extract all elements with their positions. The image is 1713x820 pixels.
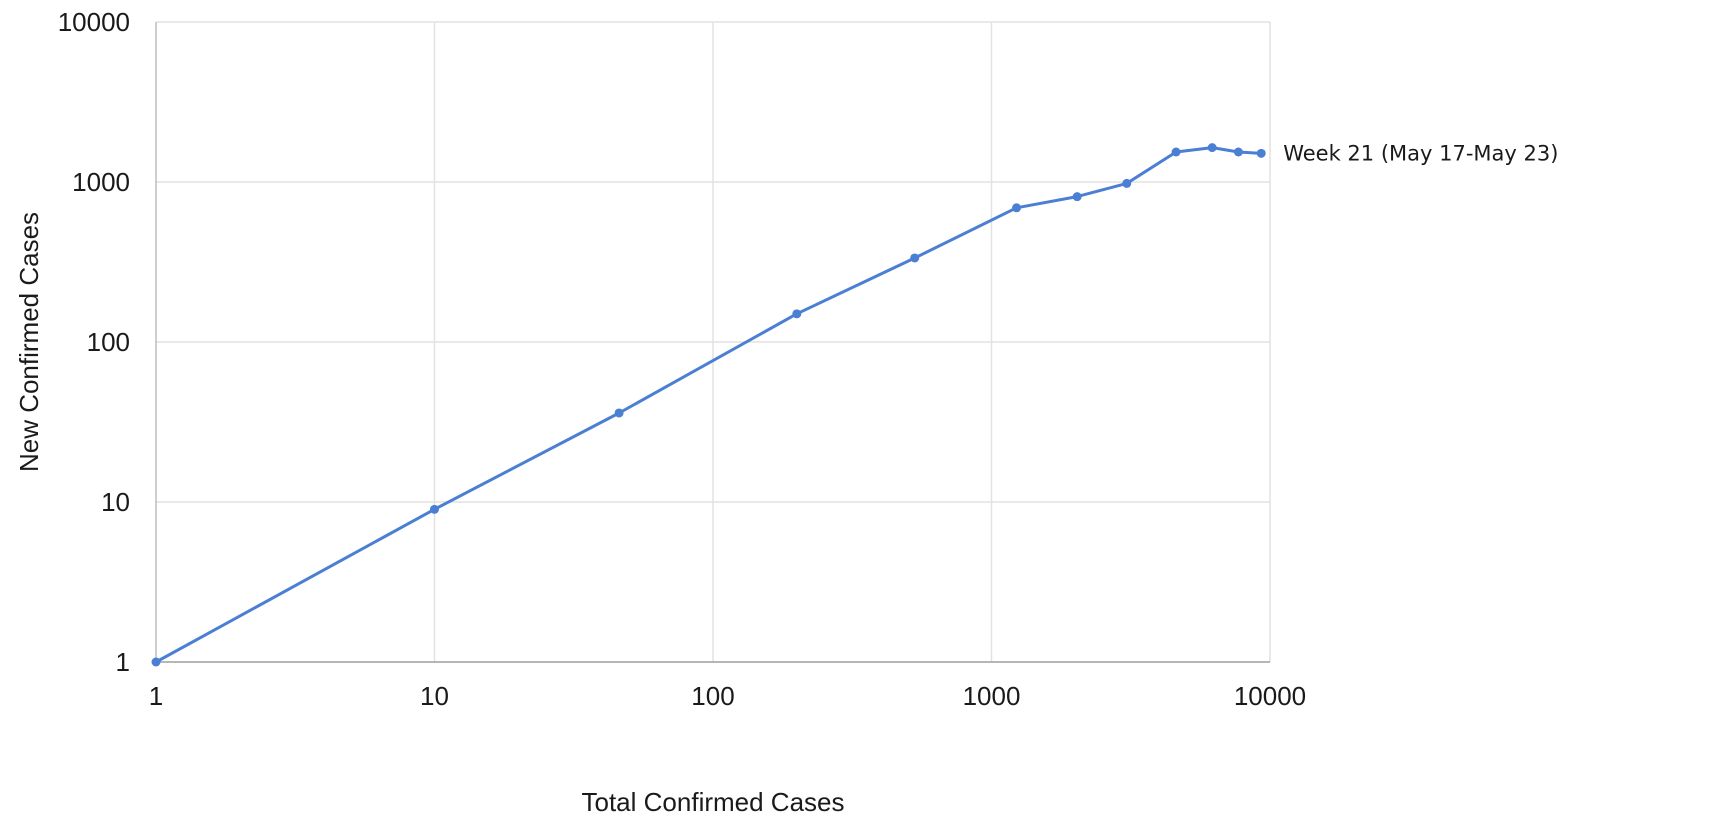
data-point xyxy=(1256,148,1266,158)
y-gridlines xyxy=(156,21,1270,503)
x-tick-label: 100 xyxy=(691,681,734,711)
y-tick-label: 100 xyxy=(87,327,130,357)
data-point xyxy=(792,309,802,319)
x-tick-label: 10000 xyxy=(1234,681,1306,711)
data-point xyxy=(1171,147,1181,157)
x-tick-label: 10 xyxy=(420,681,449,711)
y-tick-label: 10000 xyxy=(58,7,130,37)
annotation-label: Week 21 (May 17-May 23) xyxy=(1283,141,1558,165)
data-point xyxy=(151,657,161,667)
data-point xyxy=(430,504,439,514)
data-point xyxy=(1207,143,1217,153)
data-point xyxy=(1122,178,1132,188)
y-tick-label: 1 xyxy=(116,647,130,677)
data-point xyxy=(614,408,624,418)
data-point xyxy=(1012,203,1022,213)
y-axis-title: New Confirmed Cases xyxy=(14,212,44,472)
y-tick-label: 10 xyxy=(101,487,130,517)
annotations: Week 21 (May 17-May 23) xyxy=(1283,141,1558,165)
y-tick-labels: 1 10 100 1000 10000 xyxy=(58,7,130,677)
y-tick-label: 1000 xyxy=(72,167,130,197)
x-tick-label: 1 xyxy=(149,681,163,711)
x-tick-label: 1000 xyxy=(963,681,1021,711)
series-layer xyxy=(151,143,1266,667)
data-point xyxy=(910,253,920,263)
data-point xyxy=(1072,192,1082,202)
axes xyxy=(155,22,1270,663)
data-point xyxy=(1233,147,1243,157)
x-axis-title: Total Confirmed Cases xyxy=(582,787,845,817)
x-tick-labels: 1 10 100 1000 10000 xyxy=(149,681,1306,711)
